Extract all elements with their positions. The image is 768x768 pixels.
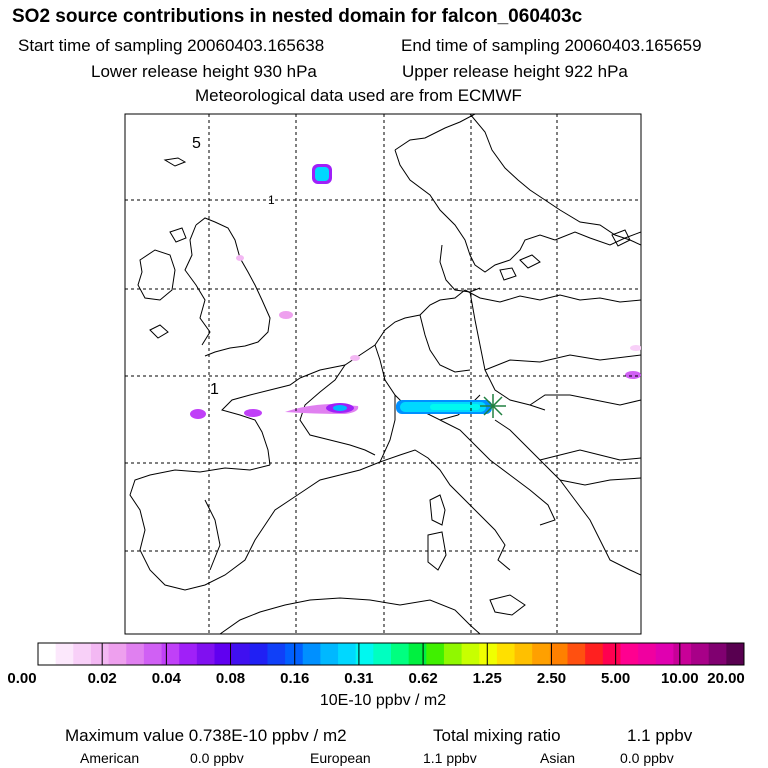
maximum-value: Maximum value 0.738E-10 ppbv / m2	[65, 726, 347, 745]
colorbar-swatch	[161, 643, 180, 665]
colorbar-swatch	[514, 643, 533, 665]
grid-label: 5	[192, 135, 201, 152]
colorbar-swatch	[38, 643, 57, 665]
colorbar-swatch	[373, 643, 392, 665]
colorbar-swatch	[143, 643, 163, 665]
colorbar-tick-label: 0.00	[7, 670, 37, 687]
coastlines	[129, 114, 641, 634]
colorbar-swatch	[443, 643, 463, 665]
plume-blob-biscay	[190, 409, 206, 419]
colorbar-tick-label: 0.62	[408, 670, 438, 687]
colorbar-tick-label: 2.50	[536, 670, 567, 687]
upper-release-height: Upper release height 922 hPa	[402, 62, 628, 81]
colorbar-swatch	[355, 643, 374, 665]
release-site-star-icon	[480, 394, 506, 418]
colorbar-swatch	[408, 643, 427, 665]
colorbar-swatch	[196, 643, 215, 665]
european-value: 1.1 ppbv	[423, 750, 477, 766]
colorbar-swatch	[479, 643, 498, 665]
colorbar-swatch	[638, 643, 657, 665]
colorbar-swatch	[726, 643, 745, 665]
met-data-source: Meteorological data used are from ECMWF	[195, 86, 522, 105]
plume-blob-britain	[279, 311, 293, 319]
grid-label: 1	[268, 193, 275, 207]
colorbar-tick-label: 0.02	[87, 670, 117, 687]
colorbar-swatch	[708, 643, 727, 665]
colorbar-swatch	[214, 643, 233, 665]
total-mixing-ratio-value: 1.1 ppbv	[627, 726, 693, 745]
colorbar-swatch	[232, 643, 251, 665]
colorbar-tick-label: 0.16	[280, 670, 310, 687]
colorbar-swatch	[391, 643, 410, 665]
colorbar-swatch	[496, 643, 516, 665]
colorbar-frame	[37, 642, 745, 666]
european-label: European	[310, 750, 371, 766]
colorbar-unit: 10E-10 ppbv / m2	[319, 692, 447, 709]
colorbar-swatch	[285, 643, 304, 665]
colorbar-swatch	[461, 643, 480, 665]
asian-value: 0.0 ppbv	[620, 750, 674, 766]
colorbar-swatch	[55, 643, 74, 665]
colorbar-swatch	[338, 643, 357, 665]
colorbar-swatch	[691, 643, 710, 665]
colorbar-swatch	[179, 643, 198, 665]
colorbar-swatch	[567, 643, 586, 665]
colorbar-swatch	[126, 643, 145, 665]
colorbar	[37, 642, 745, 666]
colorbar-swatch	[90, 643, 110, 665]
asian-label: Asian	[540, 750, 576, 766]
end-time: End time of sampling 20060403.165659	[401, 36, 702, 55]
colorbar-swatch	[673, 643, 692, 665]
colorbar-swatch	[602, 643, 621, 665]
plume-blob-east	[625, 371, 641, 379]
colorbar-tick-label: 1.25	[472, 670, 502, 687]
colorbar-tick-label: 0.31	[344, 670, 374, 687]
lower-release-height: Lower release height 930 hPa	[91, 62, 317, 81]
colorbar-swatch	[320, 643, 339, 665]
colorbar-swatch	[426, 643, 445, 665]
american-value: 0.0 ppbv	[190, 750, 244, 766]
colorbar-swatch	[73, 643, 92, 665]
colorbar-tick-label: 20.00	[707, 670, 745, 687]
colorbar-swatch	[267, 643, 286, 665]
colorbar-tick-label: 0.04	[151, 670, 181, 687]
page-title: SO2 source contributions in nested domai…	[12, 6, 583, 27]
american-label: American	[80, 750, 140, 766]
colorbar-swatch	[620, 643, 639, 665]
start-time: Start time of sampling 20060403.165638	[18, 36, 325, 55]
colorbar-tick-label: 5.00	[601, 670, 631, 687]
colorbar-swatch	[302, 643, 321, 665]
lat-lon-grid	[125, 114, 641, 634]
concentration-field	[190, 164, 641, 419]
colorbar-swatch	[585, 643, 604, 665]
colorbar-swatch	[249, 643, 268, 665]
total-mixing-ratio-label: Total mixing ratio	[433, 726, 561, 745]
colorbar-swatch	[655, 643, 674, 665]
colorbar-swatch	[108, 643, 127, 665]
colorbar-swatch	[549, 643, 568, 665]
colorbar-swatch	[532, 643, 551, 665]
grid-label: 1	[210, 381, 219, 398]
colorbar-tick-label: 0.08	[215, 670, 246, 687]
map-area: 5 1 1	[125, 114, 641, 634]
plume-blob-france	[244, 409, 262, 417]
colorbar-tick-label: 10.00	[661, 670, 699, 687]
